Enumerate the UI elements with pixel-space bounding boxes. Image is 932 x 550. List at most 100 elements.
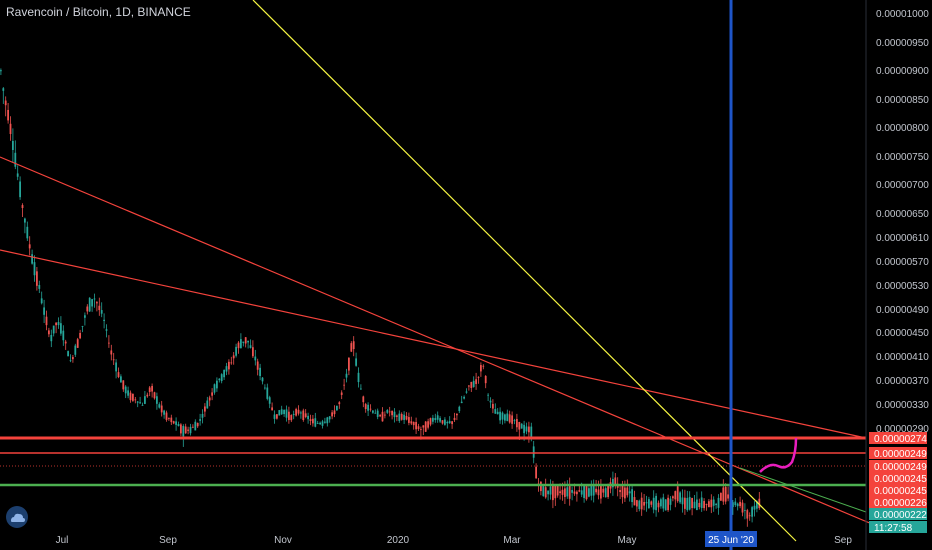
candle-body	[727, 494, 729, 499]
candle-body	[638, 500, 641, 509]
candle-body	[156, 396, 158, 404]
candle-body	[196, 422, 199, 427]
time-tick-label: 2020	[387, 535, 410, 546]
candle-body	[321, 421, 324, 426]
candle-body	[669, 498, 672, 505]
candle-body	[7, 109, 9, 121]
candle-body	[592, 484, 595, 496]
candle-body	[136, 401, 139, 403]
candle-body	[578, 490, 581, 492]
candle-body	[434, 418, 437, 421]
candle-body	[463, 396, 465, 399]
candle-body	[254, 356, 257, 361]
candle-body	[396, 415, 398, 417]
time-tick-label: Sep	[159, 535, 177, 546]
candle-body	[285, 409, 288, 418]
price-tick-label: 0.00000950	[876, 38, 929, 49]
candle-body	[14, 152, 17, 167]
candle-body	[427, 421, 429, 428]
candle-body	[568, 485, 571, 499]
candle-body	[736, 503, 739, 507]
price-tick-label: 0.00000530	[876, 281, 929, 292]
candle-body	[393, 411, 396, 418]
candle-body	[417, 426, 420, 430]
candle-body	[26, 226, 29, 239]
candle-body	[468, 385, 470, 387]
candle-body	[220, 374, 223, 382]
candle-body	[712, 499, 715, 506]
candle-body	[684, 497, 686, 509]
candle-body	[532, 446, 535, 458]
candle-body	[256, 361, 259, 370]
candle-body	[324, 421, 326, 423]
candle-body	[4, 100, 7, 106]
candle-body	[52, 325, 55, 334]
price-tag	[869, 496, 927, 508]
candle-body	[362, 396, 365, 403]
price-tick-label: 0.00000610	[876, 233, 929, 244]
candle-body	[705, 504, 708, 506]
candle-body	[700, 497, 703, 509]
price-tag-label: 0.00000222	[874, 510, 927, 521]
candle-body	[38, 284, 41, 289]
time-tick-label: Mar	[503, 535, 521, 546]
candle-body	[16, 173, 19, 177]
candle-body	[472, 380, 475, 387]
candle-body	[280, 409, 283, 415]
candle-body	[662, 497, 665, 509]
trendline-red-1[interactable]	[0, 156, 873, 525]
candle-body	[664, 499, 667, 511]
trendline-green[interactable]	[739, 467, 867, 513]
candle-body	[703, 501, 705, 509]
drawings-layer	[0, 0, 873, 550]
candle-body	[535, 466, 537, 479]
candle-body	[302, 410, 305, 421]
trendline-yellow[interactable]	[252, 0, 797, 542]
candle-body	[679, 492, 681, 503]
candle-body	[415, 422, 417, 430]
candle-body	[504, 414, 506, 421]
candle-body	[110, 350, 113, 355]
candle-body	[348, 357, 350, 371]
candle-body	[722, 487, 725, 502]
candle-body	[552, 485, 554, 501]
candle-body	[74, 345, 77, 355]
candle-body	[458, 406, 461, 412]
candle-body	[386, 409, 389, 413]
candle-body	[571, 489, 573, 493]
date-marker-label: 25 Jun '20	[708, 535, 754, 546]
candle-body	[436, 415, 439, 420]
candle-body	[242, 341, 245, 343]
candle-body	[470, 381, 473, 389]
candle-body	[388, 411, 391, 413]
candle-body	[79, 333, 81, 339]
candle-body	[319, 422, 321, 425]
candle-body	[86, 306, 89, 312]
price-axis[interactable]: 0.00001000 0.00000950 0.00000900 0.00000850…	[876, 9, 929, 435]
candle-body	[201, 413, 204, 418]
candle-body	[307, 415, 309, 420]
candle-body	[12, 140, 14, 151]
candle-body	[350, 343, 353, 352]
trendline-red-2[interactable]	[0, 249, 867, 439]
candle-body	[180, 424, 182, 434]
candle-body	[686, 497, 689, 511]
candle-body	[444, 419, 446, 425]
candle-body	[492, 403, 494, 409]
candle-body	[261, 377, 264, 382]
candle-body	[60, 323, 62, 334]
time-axis[interactable]: JulSepNov2020MarMayJulSep25 Jun '20	[56, 531, 853, 547]
candle-body	[604, 488, 607, 498]
candle-body	[487, 394, 489, 396]
time-tick-label: May	[618, 535, 637, 546]
candle-body	[9, 123, 12, 135]
candle-body	[693, 501, 696, 509]
projection-path[interactable]	[759, 437, 798, 473]
candle-body	[112, 359, 115, 361]
tradingview-logo[interactable]	[6, 506, 28, 528]
candle-body	[141, 404, 144, 406]
candle-body	[360, 388, 362, 390]
candle-body	[746, 510, 749, 519]
candle-body	[540, 481, 542, 492]
